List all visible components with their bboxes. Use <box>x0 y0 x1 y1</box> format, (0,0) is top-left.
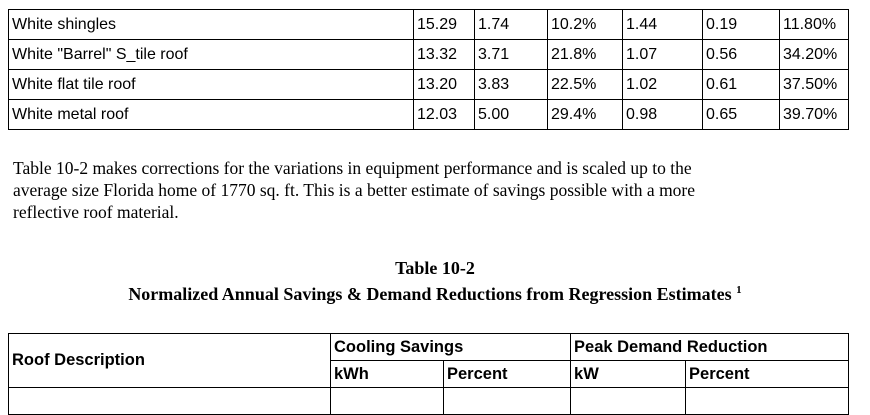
paragraph-line: average size Florida home of 1770 sq. ft… <box>13 180 696 200</box>
table-title: Normalized Annual Savings & Demand Reduc… <box>128 284 732 304</box>
cell: White "Barrel" S_tile roof <box>8 39 414 70</box>
cell <box>330 387 444 415</box>
cell: 13.32 <box>413 39 475 70</box>
header-cell: Peak Demand Reduction <box>570 333 850 361</box>
header-cell: Percent <box>442 360 572 388</box>
cell: 0.98 <box>622 99 703 130</box>
cell: 0.65 <box>702 99 780 130</box>
cell: 5.00 <box>474 99 548 130</box>
cell: 29.4% <box>547 99 623 130</box>
header-cell: Roof Description <box>8 333 331 388</box>
cell: 1.07 <box>622 39 703 70</box>
cell <box>8 387 331 415</box>
cell: 1.44 <box>622 9 703 40</box>
cell: 3.71 <box>474 39 548 70</box>
page: White shingles 15.29 1.74 10.2% 1.44 0.19 11.8… <box>0 9 870 415</box>
cell: 1.02 <box>622 69 703 100</box>
header-cell: kW <box>570 360 687 388</box>
header-cell: Percent <box>685 360 850 388</box>
cell <box>685 387 850 415</box>
cell <box>570 387 687 415</box>
header-cell: Cooling Savings <box>329 333 572 361</box>
cell: 39.70% <box>779 99 849 130</box>
row: White shingles 15.29 1.74 10.2% 1.44 0.19 11.8… <box>8 9 849 40</box>
results-table: White shingles 15.29 1.74 10.2% 1.44 0.19 11.8… <box>8 9 849 130</box>
cell: 12.03 <box>413 99 475 130</box>
cell: White shingles <box>8 9 414 40</box>
row: White metal roof 12.03 5.00 29.4% 0.98 0.65 39… <box>8 99 849 130</box>
cell: 13.20 <box>413 69 475 100</box>
row: White "Barrel" S_tile roof 13.32 3.71 21.8%… <box>8 39 849 70</box>
cell: 21.8% <box>547 39 623 70</box>
cell: 37.50% <box>779 69 849 100</box>
cell: White flat tile roof <box>8 69 414 100</box>
table-title-row: Normalized Annual Savings & Demand Reduc… <box>0 284 870 305</box>
cell: 10.2% <box>547 9 623 40</box>
cell: 1.74 <box>474 9 548 40</box>
header-cell: kWh <box>330 360 444 388</box>
savings-table: Roof Description Cooling Savings Peak De… <box>8 333 850 415</box>
cell: 3.83 <box>474 69 548 100</box>
footnote-mark: 1 <box>736 284 742 296</box>
row: White flat tile roof 13.20 3.83 22.5% 1.02 0.… <box>8 69 849 100</box>
cell: White metal roof <box>8 99 414 130</box>
table-label: Table 10-2 <box>395 258 475 278</box>
cell: 0.19 <box>702 9 780 40</box>
cell <box>442 387 572 415</box>
cell: 22.5% <box>547 69 623 100</box>
cell: 34.20% <box>779 39 849 70</box>
paragraph: Table 10-2 makes corrections for the var… <box>13 157 695 223</box>
paragraph-line: reflective roof material. <box>13 202 179 222</box>
cell: 0.56 <box>702 39 780 70</box>
paragraph-line: Table 10-2 makes corrections for the var… <box>13 158 692 178</box>
cell: 0.61 <box>702 69 780 100</box>
cell: 11.80% <box>779 9 849 40</box>
cell: 15.29 <box>413 9 475 40</box>
